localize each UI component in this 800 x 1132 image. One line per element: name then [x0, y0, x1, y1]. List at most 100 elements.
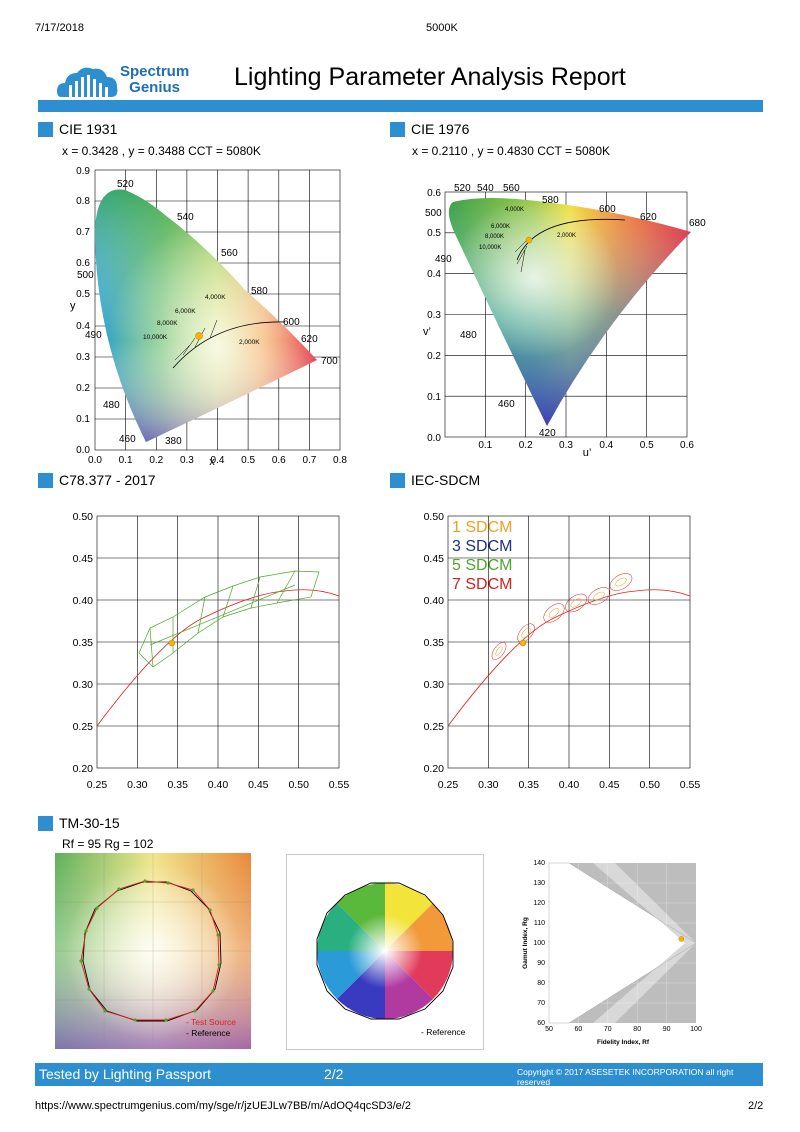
logo-text: Spectrum Genius — [120, 63, 190, 96]
svg-text:0.4: 0.4 — [427, 269, 441, 280]
svg-text:v’: v’ — [423, 326, 431, 338]
svg-text:490: 490 — [435, 254, 452, 265]
svg-text:x: x — [209, 456, 215, 468]
cie1931-values: x = 0.3428 , y = 0.3488 CCT = 5080K — [62, 144, 261, 158]
tm30-rf-rg-chart: 140 130 120 110 100 90 80 70 60 50 60 70 80 90… — [505, 855, 710, 1055]
svg-text:0.2: 0.2 — [76, 383, 90, 394]
svg-text:560: 560 — [503, 183, 520, 194]
svg-text:0.1: 0.1 — [478, 440, 492, 451]
svg-text:0.50: 0.50 — [288, 779, 309, 791]
svg-text:490: 490 — [85, 330, 102, 341]
cie1976-chart: 0.6 0.5 0.4 0.3 0.2 0.1 0.0 0.1 0.2 0.3 0.4 0… — [405, 180, 715, 470]
footer-page: 2/2 — [324, 1066, 344, 1082]
svg-text:380: 380 — [165, 436, 182, 447]
cie1976-values: x = 0.2110 , y = 0.4830 CCT = 5080K — [412, 144, 611, 158]
svg-text:0.40: 0.40 — [208, 779, 229, 791]
svg-text:110: 110 — [534, 920, 545, 927]
svg-text:0.45: 0.45 — [424, 553, 445, 565]
tm30-legend-ref: - Reference — [186, 1028, 231, 1038]
print-date: 7/17/2018 — [35, 22, 84, 34]
svg-text:620: 620 — [640, 212, 657, 223]
svg-text:0.6: 0.6 — [76, 258, 90, 269]
svg-text:60: 60 — [537, 1020, 545, 1027]
svg-text:0.6: 0.6 — [272, 455, 286, 466]
tm30-ref-legend: - Reference — [421, 1027, 466, 1037]
svg-text:4,000K: 4,000K — [205, 294, 226, 301]
svg-text:90: 90 — [663, 1026, 671, 1033]
svg-text:y: y — [70, 300, 76, 312]
svg-text:0.4: 0.4 — [76, 321, 90, 332]
svg-text:500: 500 — [425, 208, 442, 219]
svg-text:580: 580 — [251, 286, 268, 297]
svg-text:460: 460 — [119, 434, 136, 445]
svg-text:0.30: 0.30 — [478, 779, 499, 791]
svg-text:0.35: 0.35 — [73, 637, 94, 649]
iec-legend: 1 SDCM 3 SDCM 5 SDCM 7 SDCM — [452, 518, 512, 594]
svg-text:500: 500 — [77, 270, 94, 281]
section-cie1931: CIE 1931 — [38, 121, 117, 137]
svg-text:70: 70 — [604, 1026, 612, 1033]
svg-text:8,000K: 8,000K — [485, 234, 504, 240]
c78-data-point — [168, 639, 176, 647]
svg-text:0.6: 0.6 — [427, 188, 441, 199]
svg-text:0.8: 0.8 — [76, 196, 90, 207]
section-iec: IEC-SDCM — [390, 472, 480, 488]
print-title: 5000K — [426, 22, 458, 34]
svg-text:0.30: 0.30 — [424, 679, 445, 691]
svg-text:0.40: 0.40 — [424, 595, 445, 607]
svg-text:0.35: 0.35 — [518, 779, 539, 791]
tm30-legend: - Test Source - Reference — [186, 1017, 236, 1039]
svg-text:0.0: 0.0 — [427, 433, 441, 444]
svg-text:0.3: 0.3 — [76, 352, 90, 363]
svg-text:420: 420 — [539, 428, 556, 439]
svg-text:60: 60 — [575, 1026, 583, 1033]
print-url[interactable]: https://www.spectrumgenius.com/my/sge/r/… — [35, 1100, 411, 1112]
iec-legend-3: 3 SDCM — [452, 538, 513, 555]
report-title: Lighting Parameter Analysis Report — [234, 63, 626, 91]
svg-text:0.20: 0.20 — [73, 763, 94, 775]
iec-data-point — [519, 639, 527, 647]
svg-text:100: 100 — [533, 940, 545, 947]
gamut-ylabel: Gamut Index, Rg — [522, 917, 529, 969]
svg-text:540: 540 — [177, 212, 194, 223]
svg-text:0.30: 0.30 — [73, 679, 94, 691]
title-bar — [38, 100, 763, 112]
svg-text:0.45: 0.45 — [73, 553, 94, 565]
footer-bar: Tested by Lighting Passport 2/2 Copyrigh… — [35, 1063, 763, 1087]
svg-text:580: 580 — [542, 195, 559, 206]
svg-text:80: 80 — [633, 1026, 641, 1033]
iec-chart: 0.50 0.45 0.40 0.35 0.30 0.25 0.20 0.25 0.30… — [406, 505, 711, 800]
footer-copyright: Copyright © 2017 ASESETEK INCORPORATION … — [517, 1067, 734, 1087]
svg-text:0.3: 0.3 — [427, 310, 441, 321]
svg-text:0.2: 0.2 — [519, 440, 533, 451]
svg-text:80: 80 — [537, 980, 545, 987]
svg-text:0.0: 0.0 — [76, 445, 90, 456]
svg-text:0.3: 0.3 — [559, 440, 573, 451]
svg-text:0.40: 0.40 — [73, 595, 94, 607]
svg-text:0.25: 0.25 — [424, 721, 445, 733]
iec-legend-7: 7 SDCM — [452, 576, 513, 593]
svg-text:0.45: 0.45 — [599, 779, 620, 791]
svg-text:4,000K: 4,000K — [505, 207, 524, 213]
svg-text:0.40: 0.40 — [559, 779, 580, 791]
cie1931-chart: 0.9 0.8 0.7 0.6 0.5 0.4 0.3 0.2 0.1 0.0 0.0 0.… — [55, 160, 360, 475]
svg-text:u’: u’ — [583, 447, 592, 459]
c78-chart: 0.50 0.45 0.40 0.35 0.30 0.25 0.20 0.25 0.30… — [55, 505, 360, 800]
svg-text:50: 50 — [545, 1026, 553, 1033]
svg-text:6,000K: 6,000K — [175, 308, 196, 315]
svg-text:0.1: 0.1 — [76, 414, 90, 425]
svg-text:700: 700 — [321, 356, 338, 367]
svg-text:600: 600 — [283, 317, 300, 328]
svg-text:0.5: 0.5 — [76, 289, 90, 300]
section-cie1976: CIE 1976 — [390, 121, 469, 137]
tm30-legend-test: - Test Source — [186, 1017, 236, 1027]
svg-text:560: 560 — [221, 248, 238, 259]
svg-text:2,000K: 2,000K — [557, 233, 576, 239]
svg-text:0.2: 0.2 — [149, 455, 163, 466]
svg-text:8,000K: 8,000K — [157, 320, 178, 327]
svg-text:0.0: 0.0 — [88, 455, 102, 466]
svg-text:520: 520 — [454, 183, 471, 194]
svg-text:0.25: 0.25 — [438, 779, 459, 791]
svg-text:540: 540 — [477, 183, 494, 194]
svg-text:0.50: 0.50 — [73, 511, 94, 523]
